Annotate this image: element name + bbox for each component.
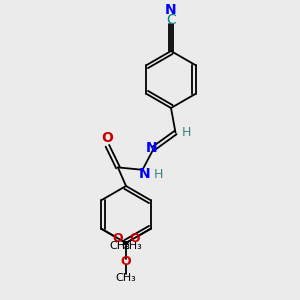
Text: N: N	[165, 3, 177, 16]
Text: H: H	[182, 125, 192, 139]
Text: CH₃: CH₃	[110, 242, 130, 251]
Text: O: O	[121, 255, 131, 268]
Text: CH₃: CH₃	[122, 242, 142, 251]
Text: N: N	[146, 141, 157, 155]
Text: C: C	[166, 13, 176, 27]
Text: N: N	[139, 167, 150, 181]
Text: CH₃: CH₃	[116, 273, 136, 283]
Text: H: H	[153, 168, 163, 181]
Text: O: O	[129, 232, 140, 244]
Text: O: O	[101, 131, 113, 145]
Text: O: O	[112, 232, 123, 244]
